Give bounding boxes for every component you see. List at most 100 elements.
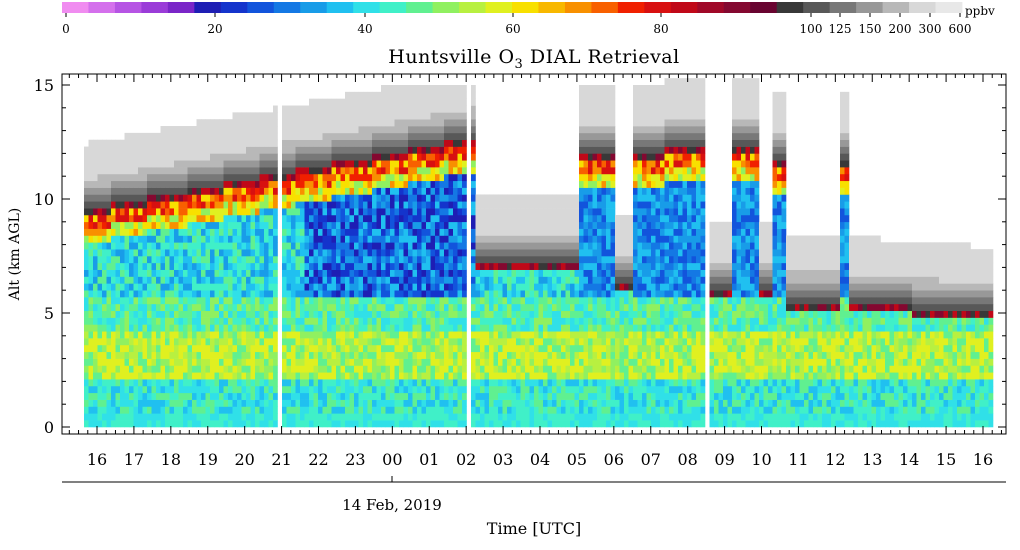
heatmap-cell <box>129 318 134 325</box>
heatmap-cell <box>395 318 400 325</box>
heatmap-cell <box>498 386 503 393</box>
heatmap-cell <box>498 352 503 359</box>
heatmap-cell <box>435 249 440 256</box>
heatmap-cell <box>413 311 418 318</box>
heatmap-cell <box>399 311 404 318</box>
heatmap-cell <box>273 379 278 386</box>
heatmap-cell <box>354 420 359 427</box>
heatmap-cell <box>152 222 157 229</box>
heatmap-cell <box>404 372 409 379</box>
heatmap-cell <box>512 297 517 304</box>
heatmap-cell <box>228 160 233 167</box>
heatmap-cell <box>201 277 206 284</box>
heatmap-cell <box>287 359 292 366</box>
heatmap-cell <box>471 126 476 133</box>
heatmap-cell <box>93 331 98 338</box>
heatmap-cell <box>570 270 575 277</box>
heatmap-cell <box>84 304 89 311</box>
heatmap-cell <box>390 263 395 270</box>
heatmap-cell <box>219 235 224 242</box>
heatmap-cell <box>435 106 440 113</box>
heatmap-cell <box>98 324 103 331</box>
heatmap-cell <box>201 181 206 188</box>
heatmap-cell <box>291 318 296 325</box>
heatmap-cell <box>498 229 503 236</box>
heatmap-cell <box>557 413 562 420</box>
heatmap-cell <box>399 331 404 338</box>
heatmap-cell <box>350 359 355 366</box>
heatmap-cell <box>215 181 220 188</box>
heatmap-cell <box>507 249 512 256</box>
heatmap-cell <box>219 413 224 420</box>
heatmap-cell <box>161 338 166 345</box>
heatmap-cell <box>584 338 589 345</box>
heatmap-cell <box>242 406 247 413</box>
heatmap-cell <box>377 201 382 208</box>
heatmap-cell <box>584 106 589 113</box>
heatmap-cell <box>525 249 530 256</box>
heatmap-cell <box>435 256 440 263</box>
heatmap-cell <box>296 140 301 147</box>
heatmap-cell <box>233 277 238 284</box>
heatmap-cell <box>449 256 454 263</box>
heatmap-cell <box>575 297 580 304</box>
heatmap-cell <box>264 229 269 236</box>
heatmap-cell <box>255 140 260 147</box>
heatmap-cell <box>305 167 310 174</box>
heatmap-cell <box>246 126 251 133</box>
heatmap-cell <box>377 420 382 427</box>
heatmap-cell <box>386 167 391 174</box>
heatmap-cell <box>440 263 445 270</box>
heatmap-cell <box>557 400 562 407</box>
heatmap-cell <box>458 270 463 277</box>
heatmap-cell <box>314 235 319 242</box>
heatmap-cell <box>350 365 355 372</box>
heatmap-cell <box>161 215 166 222</box>
heatmap-cell <box>494 201 499 208</box>
heatmap-cell <box>381 372 386 379</box>
heatmap-cell <box>341 290 346 297</box>
heatmap-cell <box>228 194 233 201</box>
heatmap-cell <box>552 338 557 345</box>
heatmap-cell <box>440 242 445 249</box>
heatmap-cell <box>327 201 332 208</box>
heatmap-cell <box>471 331 476 338</box>
heatmap-cell <box>588 263 593 270</box>
heatmap-cell <box>570 345 575 352</box>
heatmap-cell <box>296 188 301 195</box>
heatmap-cell <box>192 290 197 297</box>
heatmap-cell <box>390 406 395 413</box>
heatmap-cell <box>201 372 206 379</box>
heatmap-cell <box>503 283 508 290</box>
heatmap-cell <box>224 420 229 427</box>
heatmap-cell <box>507 365 512 372</box>
heatmap-cell <box>525 365 530 372</box>
heatmap-cell <box>584 263 589 270</box>
heatmap-cell <box>552 215 557 222</box>
heatmap-cell <box>107 400 112 407</box>
heatmap-cell <box>480 201 485 208</box>
heatmap-cell <box>318 194 323 201</box>
heatmap-cell <box>93 188 98 195</box>
heatmap-cell <box>309 304 314 311</box>
heatmap-cell <box>440 194 445 201</box>
heatmap-cell <box>372 290 377 297</box>
heatmap-cell <box>458 140 463 147</box>
heatmap-cell <box>161 372 166 379</box>
heatmap-cell <box>323 194 328 201</box>
heatmap-cell <box>296 222 301 229</box>
heatmap-cell <box>512 263 517 270</box>
heatmap-cell <box>318 352 323 359</box>
heatmap-cell <box>462 331 467 338</box>
heatmap-cell <box>93 222 98 229</box>
heatmap-cell <box>395 263 400 270</box>
heatmap-cell <box>570 393 575 400</box>
heatmap-cell <box>368 331 373 338</box>
heatmap-cell <box>269 133 274 140</box>
heatmap-cell <box>296 393 301 400</box>
heatmap-cell <box>453 372 458 379</box>
heatmap-cell <box>363 119 368 126</box>
heatmap-cell <box>395 338 400 345</box>
heatmap-cell <box>579 311 584 318</box>
heatmap-cell <box>476 229 481 236</box>
